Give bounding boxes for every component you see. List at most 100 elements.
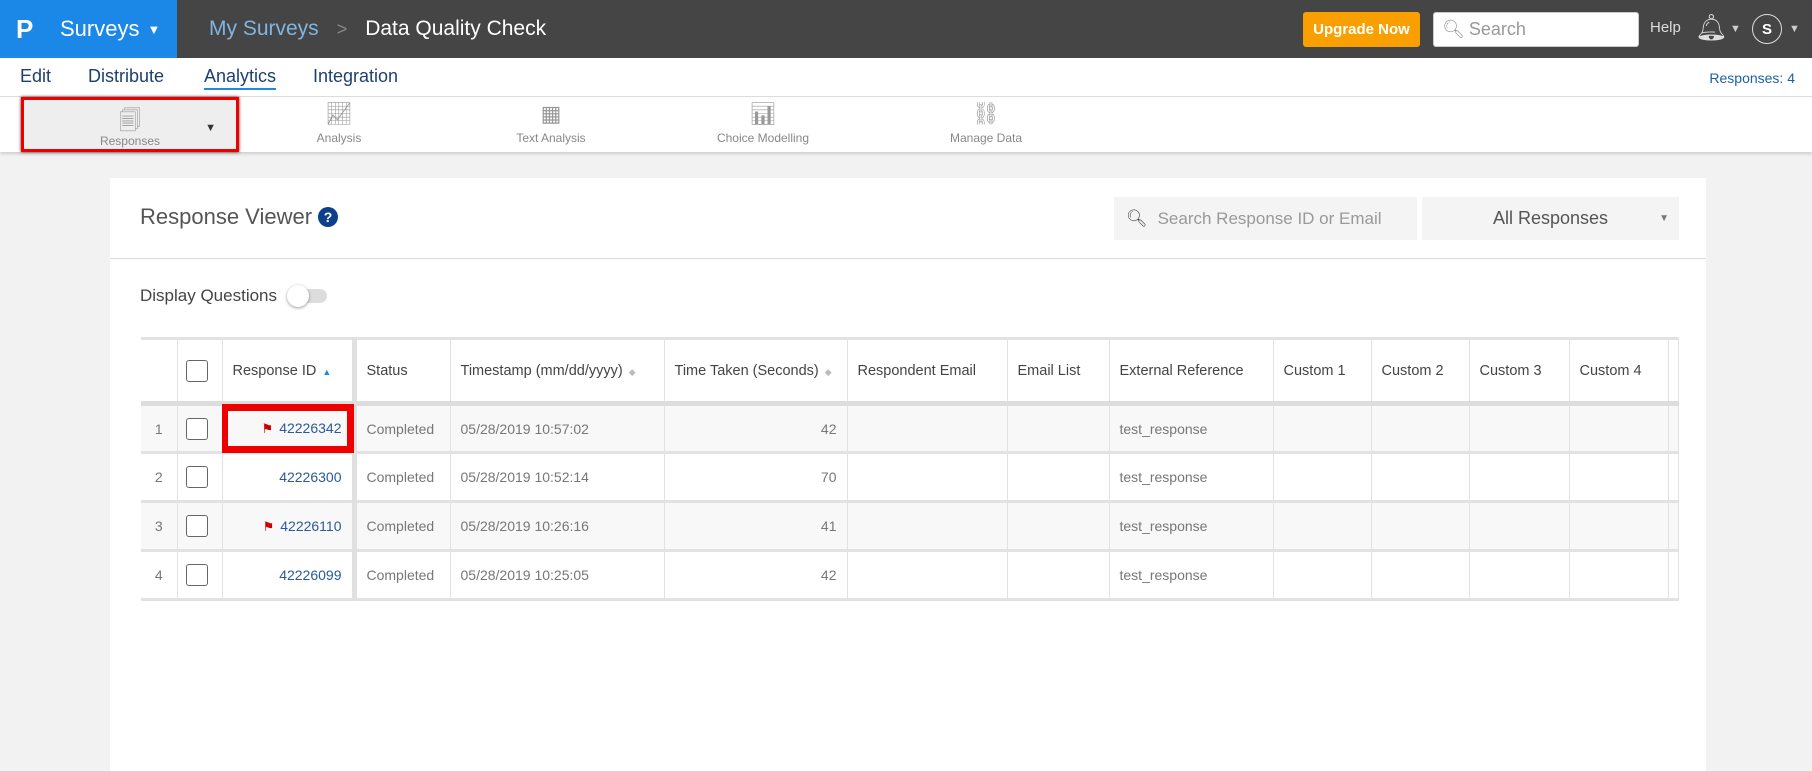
time-taken-cell: 70: [664, 452, 848, 503]
breadcrumb-current: Data Quality Check: [365, 17, 547, 40]
respondent-email-cell: [847, 403, 1008, 454]
time-taken-cell: 42: [664, 403, 848, 454]
col-email-list: Email List: [1007, 337, 1110, 406]
table-row[interactable]: 2 42226300 Completed 05/28/2019 10:52:14 70 t…: [141, 452, 1679, 503]
caret-down-icon[interactable]: ▼: [1789, 23, 1800, 35]
responses-icon: 🗐︎: [119, 108, 141, 133]
tab-analytics[interactable]: Analytics: [204, 66, 277, 90]
display-questions-label: Display Questions: [140, 286, 278, 305]
database-icon: ⛓: [972, 101, 1000, 126]
response-id-cell[interactable]: ⚑ 42226342: [222, 403, 357, 454]
respondent-email-cell: [847, 550, 1008, 601]
row-checkbox[interactable]: [185, 564, 208, 586]
status-cell: Completed: [354, 550, 451, 601]
respondent-email-cell: [847, 452, 1008, 503]
row-checkbox[interactable]: [185, 417, 208, 440]
tab-integration[interactable]: Integration: [313, 66, 399, 86]
response-id-link[interactable]: 42226110: [280, 517, 342, 534]
external-reference-cell: test_response: [1109, 452, 1274, 503]
email-list-cell: [1007, 452, 1110, 503]
response-id-link[interactable]: 42226300: [279, 469, 342, 485]
timestamp-cell: 05/28/2019 10:25:05: [450, 550, 665, 601]
help-link[interactable]: Help: [1650, 19, 1681, 36]
sort-icon[interactable]: ◆: [824, 366, 832, 377]
col-timestamp[interactable]: Timestamp (mm/dd/yyyy) ◆: [450, 337, 665, 406]
response-id-cell[interactable]: 42226099: [222, 550, 357, 601]
respondent-email-cell: [847, 501, 1008, 552]
global-search-input[interactable]: 🔍︎ Search: [1433, 12, 1639, 47]
row-number: 1: [141, 403, 178, 454]
app-name: Surveys: [60, 16, 140, 41]
row-number: 2: [141, 452, 178, 503]
col-respondent-email: Respondent Email: [847, 337, 1008, 406]
col-custom-4: Custom 4: [1569, 337, 1669, 406]
row-number: 3: [141, 501, 178, 552]
response-id-link[interactable]: 42226342: [279, 420, 342, 436]
search-icon: 🔍︎: [1442, 19, 1465, 39]
table-row[interactable]: 3 ⚑ 42226110 Completed 05/28/2019 10:26:16 41…: [141, 501, 1679, 552]
flag-icon: ⚑: [262, 518, 275, 534]
col-response-id[interactable]: Response ID ▲: [222, 337, 357, 406]
tab-distribute[interactable]: Distribute: [88, 66, 165, 86]
email-list-cell: [1007, 403, 1110, 454]
row-checkbox[interactable]: [185, 466, 208, 488]
search-icon: 🔍︎: [1126, 208, 1148, 228]
status-cell: Completed: [354, 403, 451, 454]
chevron-right-icon: >: [336, 18, 348, 39]
col-status: Status: [354, 337, 451, 406]
response-id-link[interactable]: 42226099: [279, 567, 342, 583]
row-checkbox[interactable]: [185, 515, 208, 537]
sort-asc-icon[interactable]: ▲: [322, 366, 332, 377]
toolbar-text-analysis[interactable]: ▦ Text Analysis: [491, 97, 611, 152]
help-icon[interactable]: ?: [318, 207, 339, 227]
table-row[interactable]: 4 42226099 Completed 05/28/2019 10:25:05 42 t…: [141, 550, 1679, 601]
caret-down-icon[interactable]: ▼: [1730, 23, 1741, 35]
col-external-reference: External Reference: [1109, 337, 1274, 406]
col-custom-2: Custom 2: [1371, 337, 1470, 406]
sort-icon[interactable]: ◆: [628, 366, 636, 377]
response-id-cell[interactable]: ⚑ 42226110: [222, 501, 357, 552]
toolbar-choice-modelling[interactable]: 📊︎ Choice Modelling: [693, 97, 833, 152]
breadcrumb: My Surveys > Data Quality Check: [209, 0, 546, 58]
toolbar-analysis[interactable]: 📈︎ Analysis: [289, 97, 389, 152]
breadcrumb-my-surveys[interactable]: My Surveys: [209, 17, 319, 40]
response-filter-select[interactable]: All Responses ▼: [1422, 197, 1679, 240]
email-list-cell: [1007, 550, 1110, 601]
chart-icon: 📈︎: [325, 101, 353, 126]
nav-tabs: Edit Distribute Analytics Integration Re…: [0, 58, 1812, 97]
table-header: Response ID ▲ Status Timestamp (mm/dd/yyy…: [141, 337, 1679, 406]
upgrade-button[interactable]: Upgrade Now: [1303, 12, 1420, 47]
external-reference-cell: test_response: [1109, 550, 1274, 601]
caret-down-icon: ▼: [1659, 213, 1669, 224]
email-list-cell: [1007, 501, 1110, 552]
timestamp-cell: 05/28/2019 10:57:02: [450, 403, 665, 454]
time-taken-cell: 41: [664, 501, 848, 552]
flag-icon: ⚑: [261, 421, 274, 436]
logo: P: [16, 13, 34, 44]
page-title: Response Viewer?: [140, 204, 339, 230]
col-custom-3: Custom 3: [1469, 337, 1570, 406]
response-viewer-card: Response Viewer? 🔍︎ Search Response ID or…: [110, 178, 1706, 771]
toolbar-responses[interactable]: 🗐︎ Responses ▼: [21, 97, 239, 152]
caret-down-icon[interactable]: ▼: [205, 122, 216, 134]
status-cell: Completed: [354, 501, 451, 552]
display-questions-toggle[interactable]: [287, 285, 328, 307]
timestamp-cell: 05/28/2019 10:26:16: [450, 501, 665, 552]
response-id-cell[interactable]: 42226300: [222, 452, 357, 503]
responses-table: Response ID ▲ Status Timestamp (mm/dd/yyy…: [141, 337, 1679, 601]
app-switcher[interactable]: P Surveys ▼: [0, 0, 177, 58]
tab-edit[interactable]: Edit: [20, 66, 52, 86]
avatar[interactable]: S: [1752, 14, 1782, 44]
response-search-input[interactable]: 🔍︎ Search Response ID or Email: [1114, 197, 1417, 240]
responses-count: Responses: 4: [1709, 70, 1795, 86]
caret-down-icon: ▼: [147, 21, 161, 37]
text-analysis-icon: ▦: [540, 101, 562, 126]
external-reference-cell: test_response: [1109, 501, 1274, 552]
bell-icon[interactable]: 🔔︎: [1695, 12, 1729, 42]
col-time-taken[interactable]: Time Taken (Seconds) ◆: [664, 337, 848, 406]
select-all-checkbox[interactable]: [185, 359, 208, 382]
time-taken-cell: 42: [664, 550, 848, 601]
row-number: 4: [141, 550, 178, 601]
table-row[interactable]: 1 ⚑ 42226342 Completed 05/28/2019 10:57:02 42…: [141, 403, 1679, 454]
toolbar-manage-data[interactable]: ⛓ Manage Data: [926, 97, 1046, 152]
